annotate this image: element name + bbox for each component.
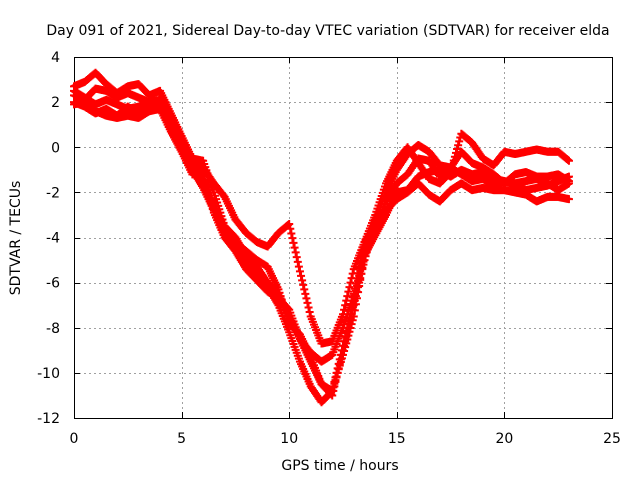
data-point [341, 343, 350, 352]
y-tick-label: -12 [37, 411, 60, 427]
x-tick-label: 0 [70, 431, 79, 447]
data-point [454, 141, 463, 150]
data-point [293, 257, 302, 266]
data-point [346, 323, 355, 332]
data-point [345, 327, 354, 336]
data-point [348, 269, 357, 278]
data-point [447, 164, 456, 173]
data-point [285, 219, 294, 228]
y-tick-label: -10 [37, 366, 60, 382]
data-point [289, 238, 298, 247]
chart-title: Day 091 of 2021, Sidereal Day-to-day VTE… [46, 23, 609, 39]
data-point [344, 287, 353, 296]
x-tick-label: 5 [177, 431, 186, 447]
data-point [347, 274, 356, 283]
data-point [453, 145, 462, 154]
data-point [299, 280, 308, 289]
data-point [339, 310, 347, 319]
data-point [342, 339, 351, 348]
data-point [305, 307, 314, 316]
series-track-2 [70, 84, 573, 395]
data-point [564, 156, 573, 165]
data-point [327, 388, 336, 397]
data-point [350, 284, 359, 293]
y-tick-label: -8 [46, 321, 60, 337]
data-point [349, 312, 358, 321]
data-point [300, 285, 309, 294]
series-track-5 [70, 86, 573, 348]
y-tick-label: -4 [46, 231, 60, 247]
data-point [344, 331, 353, 340]
data-point [343, 292, 352, 301]
data-point [348, 316, 357, 325]
data-point [288, 234, 297, 243]
data-point [355, 263, 364, 272]
data-point [564, 179, 573, 188]
data-point [286, 224, 295, 233]
data-point [301, 289, 310, 298]
x-tick-label: 15 [388, 431, 406, 447]
data-point [347, 320, 356, 329]
data-point [451, 148, 460, 157]
y-tick-label: 0 [51, 140, 60, 156]
data-point [284, 304, 293, 313]
y-tick-label: -6 [46, 276, 60, 292]
y-tick-label: -2 [46, 185, 60, 201]
data-point [564, 195, 573, 204]
y-tick-label: 2 [51, 95, 60, 111]
data-point [292, 253, 301, 262]
data-point [341, 301, 350, 310]
data-point [445, 169, 454, 178]
data-point [303, 298, 312, 307]
x-tick-label: 10 [280, 431, 298, 447]
data-point [446, 168, 455, 177]
data-point [340, 346, 349, 355]
gridlines [74, 57, 612, 418]
data-point [290, 243, 299, 252]
data-point [297, 271, 306, 280]
axis-ticks: 0 5 10 15 20 25 -12 -10 -8 -6 -4 -2 0 2 4 [37, 50, 621, 447]
data-point [342, 296, 351, 305]
data-point [450, 152, 459, 161]
data-point [448, 160, 457, 169]
data-point [304, 303, 313, 312]
data-point [295, 267, 304, 276]
data-point [346, 278, 355, 287]
x-axis-label: GPS time / hours [281, 458, 398, 474]
data-point [349, 289, 358, 298]
y-tick-label: 4 [51, 50, 60, 66]
data-point [302, 294, 311, 303]
y-axis-label: SDTVAR / TECUs [8, 181, 24, 296]
data-point [343, 335, 352, 344]
data-point [294, 262, 303, 271]
data-point [345, 283, 354, 292]
data-point [291, 248, 300, 257]
series-track-1 [70, 68, 573, 400]
data-point [340, 305, 349, 314]
x-tick-label: 20 [495, 431, 513, 447]
data-series [70, 68, 573, 407]
data-point [287, 229, 296, 238]
data-point [449, 156, 458, 165]
data-point [339, 350, 347, 359]
data-point [298, 276, 307, 285]
series-track-4 [70, 98, 573, 366]
x-tick-label: 25 [603, 431, 621, 447]
data-point [455, 137, 464, 146]
